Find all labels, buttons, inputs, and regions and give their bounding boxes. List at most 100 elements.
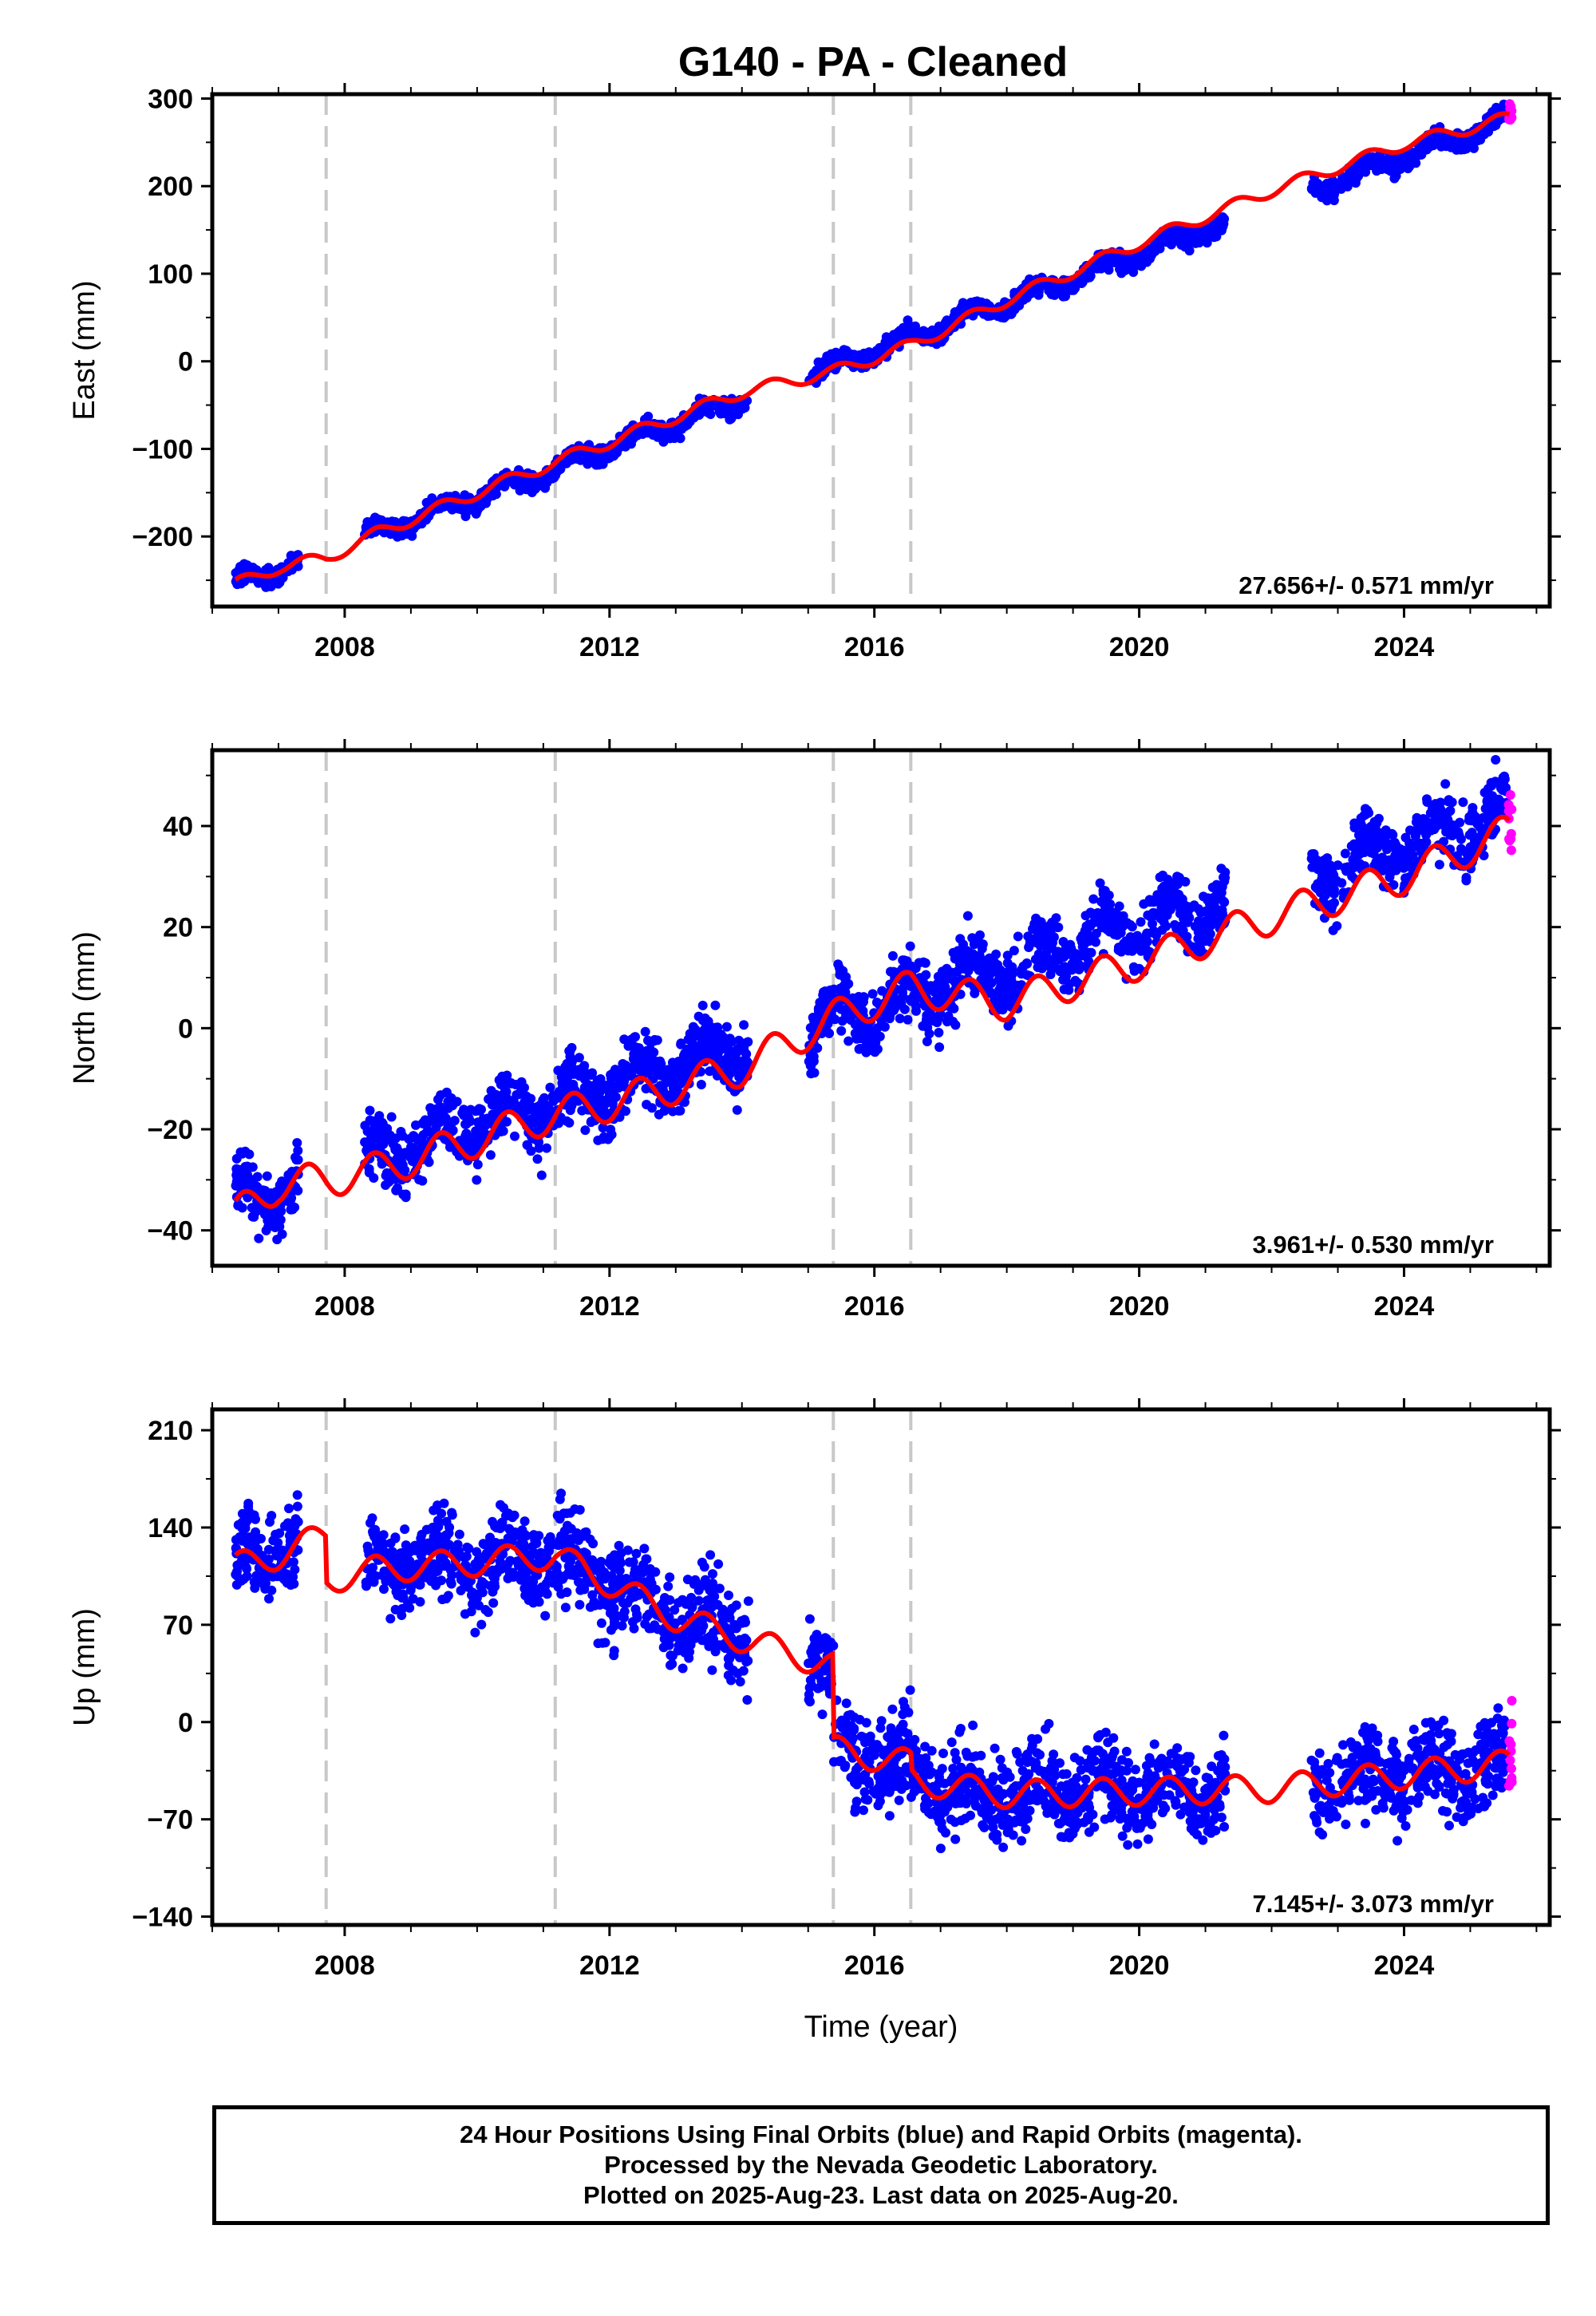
data-point <box>629 1032 639 1042</box>
data-point <box>251 1182 261 1192</box>
data-point <box>722 1055 733 1065</box>
data-point <box>480 1120 491 1131</box>
data-point <box>500 1096 511 1106</box>
data-point <box>1179 238 1190 248</box>
data-point <box>946 974 956 984</box>
data-point <box>607 1069 618 1079</box>
data-point <box>1080 939 1089 949</box>
data-point <box>1007 986 1017 996</box>
data-point <box>854 1044 864 1054</box>
data-point <box>1461 872 1472 883</box>
data-point <box>858 1026 868 1037</box>
data-point <box>290 1564 300 1575</box>
data-point <box>472 1135 483 1144</box>
data-point <box>532 1101 543 1112</box>
chart-title: G140 - PA - Cleaned <box>678 39 1068 85</box>
data-point <box>1057 965 1068 975</box>
data-point <box>238 1165 248 1175</box>
data-point <box>520 483 531 493</box>
data-point <box>699 1037 709 1048</box>
data-point <box>697 1000 708 1010</box>
data-point <box>1491 755 1501 765</box>
data-point <box>374 1111 385 1121</box>
data-point <box>808 1013 818 1022</box>
data-point <box>1086 947 1096 958</box>
data-point <box>725 1068 736 1078</box>
data-point <box>1147 896 1157 906</box>
x-tick-label: 2008 <box>314 632 375 662</box>
data-point <box>1003 973 1013 983</box>
data-point <box>670 426 681 437</box>
data-point <box>498 1126 508 1136</box>
data-point <box>371 1121 381 1132</box>
data-point <box>1202 235 1211 245</box>
data-point <box>646 1037 656 1048</box>
data-point <box>259 1209 270 1219</box>
data-point <box>653 432 663 442</box>
data-point <box>1356 813 1366 824</box>
y-axis-label: East (mm) <box>68 280 101 420</box>
data-point <box>408 1132 418 1143</box>
data-point <box>872 1023 883 1034</box>
data-point <box>390 1144 401 1153</box>
data-point <box>1018 961 1029 971</box>
data-point <box>1149 1739 1159 1749</box>
data-point <box>1091 928 1101 939</box>
y-tick-label: −200 <box>132 522 193 552</box>
data-point <box>517 1102 527 1113</box>
data-point <box>1381 825 1391 836</box>
data-point <box>579 1061 590 1071</box>
data-point <box>968 1720 978 1730</box>
data-point <box>551 1090 561 1101</box>
data-point <box>1140 249 1150 259</box>
data-point <box>422 1119 433 1129</box>
data-point <box>1034 938 1045 947</box>
data-point <box>1373 813 1384 824</box>
data-point <box>532 1154 543 1164</box>
x-tick-label: 2008 <box>314 1291 375 1322</box>
data-point <box>476 498 487 508</box>
data-point <box>401 1192 411 1203</box>
data-point <box>1136 917 1146 927</box>
data-point <box>736 1065 746 1075</box>
data-point <box>1084 956 1094 966</box>
data-point <box>974 951 985 961</box>
data-point <box>531 482 541 492</box>
data-point <box>598 1123 608 1133</box>
data-point <box>898 987 907 998</box>
data-point <box>1070 975 1080 986</box>
data-point <box>506 1078 516 1089</box>
data-point <box>1400 845 1410 856</box>
data-point <box>1469 143 1479 153</box>
data-point <box>836 1026 847 1036</box>
data-point <box>574 1577 583 1587</box>
data-point <box>918 957 929 967</box>
x-tick-label: 2016 <box>844 632 905 662</box>
data-point <box>1369 848 1379 859</box>
data-point <box>1337 177 1348 187</box>
data-point <box>397 1131 408 1141</box>
data-point <box>383 1172 393 1183</box>
x-tick-label: 2012 <box>579 632 640 662</box>
data-point <box>1406 860 1416 870</box>
data-point <box>942 1017 952 1027</box>
data-point <box>634 1045 645 1056</box>
data-point <box>1329 889 1339 899</box>
series-final-up <box>231 1488 1510 1854</box>
data-point <box>733 409 743 420</box>
data-point <box>414 1175 425 1185</box>
data-point <box>1180 876 1191 887</box>
data-point <box>365 1137 376 1148</box>
data-point <box>240 1146 251 1156</box>
data-point <box>726 413 737 424</box>
data-point <box>1118 911 1128 921</box>
model-line-east <box>234 111 1510 582</box>
data-point <box>680 1097 689 1107</box>
data-point <box>1495 777 1506 787</box>
x-tick-label: 2016 <box>844 1291 905 1322</box>
data-point <box>1380 832 1390 843</box>
data-point <box>577 1105 587 1116</box>
data-point <box>721 401 732 411</box>
